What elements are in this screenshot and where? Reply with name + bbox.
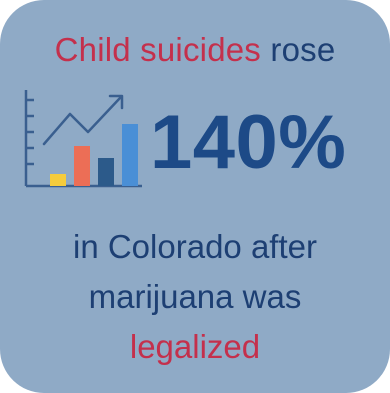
body-line-2: marijuana was	[88, 278, 302, 315]
headline: Child suicides rose	[0, 28, 390, 72]
chart-icon-bar-4	[122, 124, 138, 186]
body-text: in Colorado after marijuana was legalize…	[0, 222, 390, 372]
chart-icon-bar-2	[74, 146, 90, 186]
rising-bar-chart-icon	[24, 90, 142, 188]
body-line-1: in Colorado after	[73, 228, 317, 265]
chart-icon-bar-1	[50, 174, 66, 186]
headline-rest: rose	[261, 31, 336, 68]
stat-value: 140%	[150, 100, 347, 185]
headline-emphasis: Child suicides	[54, 31, 262, 68]
body-line-3: legalized	[129, 328, 261, 365]
chart-icon-bar-3	[98, 158, 114, 186]
chart-icon-trend-line	[42, 96, 122, 146]
chart-icon-arrow-head	[108, 94, 124, 110]
